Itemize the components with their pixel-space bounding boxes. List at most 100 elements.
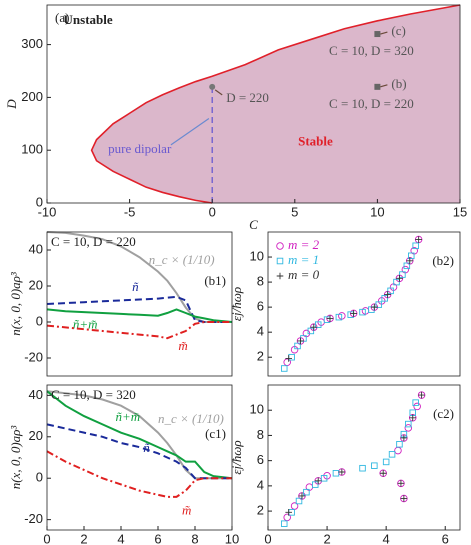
y-axis-label: n(x, 0, 0)aρ³ bbox=[8, 425, 23, 490]
x-tick-label: -5 bbox=[124, 204, 136, 219]
marker bbox=[359, 308, 366, 316]
point-arrow bbox=[380, 31, 388, 35]
x-tick-label: 2 bbox=[323, 531, 330, 545]
marker bbox=[371, 462, 378, 469]
marker bbox=[320, 475, 328, 482]
marker bbox=[359, 464, 366, 472]
marker bbox=[415, 236, 422, 243]
x-axis-label: x/aρ bbox=[127, 544, 150, 545]
marker bbox=[371, 303, 378, 311]
x-tick-label: 0 bbox=[264, 531, 271, 545]
x-tick-label: 10 bbox=[370, 204, 384, 219]
marker bbox=[350, 310, 357, 317]
x-tick-label: 2 bbox=[80, 531, 87, 545]
panel: n_c × (1/10)ññ+m̃m̃C = 10, D = 220(b1)-2… bbox=[8, 231, 233, 377]
marker bbox=[288, 353, 295, 361]
y-tick-label: 40 bbox=[29, 241, 43, 256]
series-label: ñ bbox=[143, 440, 150, 455]
marker bbox=[403, 262, 411, 270]
axes-frame bbox=[46, 231, 233, 377]
dipolar-arrow bbox=[170, 118, 210, 146]
x-axis-label: C bbox=[249, 217, 258, 232]
point-label: (b) bbox=[391, 76, 406, 91]
y-tick-label: -20 bbox=[24, 511, 43, 526]
legend-marker bbox=[276, 257, 284, 265]
series-line bbox=[46, 450, 232, 498]
marker bbox=[396, 275, 403, 282]
y-axis-label: εj/ħωρ bbox=[229, 440, 244, 474]
marker bbox=[307, 327, 315, 335]
marker bbox=[294, 342, 301, 350]
point-label: (c) bbox=[391, 23, 405, 38]
marker bbox=[310, 323, 318, 331]
phase-boundary bbox=[90, 4, 461, 204]
marker bbox=[314, 321, 322, 328]
x-tick-label: -10 bbox=[38, 204, 57, 219]
marker bbox=[381, 295, 388, 302]
marker bbox=[326, 315, 334, 322]
series-label: n_c × (1/10) bbox=[158, 411, 224, 426]
marker bbox=[409, 414, 417, 422]
x-tick-label: 4 bbox=[117, 531, 124, 545]
subtitle: C = 10, D = 320 bbox=[51, 387, 136, 402]
subtitle: C = 10, D = 220 bbox=[51, 234, 136, 249]
marker bbox=[338, 468, 346, 476]
y-tick-label: 8 bbox=[257, 427, 264, 442]
axes-frame bbox=[46, 4, 461, 204]
y-tick-label: 6 bbox=[257, 452, 264, 467]
legend-label: m = 1 bbox=[288, 252, 319, 267]
marker bbox=[335, 313, 343, 321]
marker bbox=[295, 497, 303, 505]
marker bbox=[382, 458, 390, 466]
y-tick-label: 6 bbox=[257, 299, 264, 314]
y-tick-label: 20 bbox=[29, 428, 43, 443]
series-label: m̃ bbox=[182, 502, 191, 517]
marker bbox=[399, 271, 406, 278]
series-label: m̃ bbox=[178, 338, 187, 353]
marker bbox=[375, 301, 383, 308]
marker bbox=[412, 242, 419, 250]
marker bbox=[312, 481, 319, 488]
marker bbox=[332, 470, 340, 477]
point-caption: C = 10, D = 220 bbox=[329, 96, 414, 111]
panel: m = 2m = 1m = 0 (b2) 2 4 6 8 10 εj/ħωρ bbox=[229, 231, 461, 377]
panel-label: (b1) bbox=[204, 273, 226, 288]
x-tick-label: 4 bbox=[383, 531, 390, 545]
marker bbox=[298, 492, 306, 500]
legend-marker bbox=[276, 272, 284, 280]
x-tick-label: 0 bbox=[209, 204, 216, 219]
y-axis-label: D bbox=[4, 99, 19, 110]
marker bbox=[396, 441, 403, 448]
y-tick-label: 40 bbox=[29, 387, 43, 402]
stable-region bbox=[91, 5, 460, 203]
marker bbox=[400, 434, 408, 442]
y-tick-label: 0 bbox=[36, 470, 43, 485]
y-tick-label: 4 bbox=[257, 324, 264, 339]
legend-marker bbox=[276, 242, 284, 250]
y-tick-label: 0 bbox=[36, 313, 43, 328]
point-arrow bbox=[214, 89, 223, 96]
x-tick-label: 8 bbox=[191, 531, 198, 545]
series-label: n_c × (1/10) bbox=[149, 252, 215, 267]
axes-frame bbox=[267, 231, 461, 377]
y-tick-label: -20 bbox=[24, 349, 43, 364]
x-tick-label: 6 bbox=[154, 531, 161, 545]
point-arrow bbox=[380, 84, 388, 88]
marker bbox=[388, 451, 396, 458]
series-label: ñ+m̃ bbox=[115, 409, 140, 424]
series-label: ñ bbox=[132, 279, 139, 294]
y-tick-label: 2 bbox=[257, 349, 264, 364]
series-line bbox=[46, 390, 233, 480]
marker bbox=[405, 420, 412, 428]
series-line bbox=[46, 308, 233, 323]
x-axis-label: ⟨kρ⟩aρ bbox=[347, 544, 382, 545]
marker bbox=[384, 291, 391, 298]
y-tick-label: 100 bbox=[21, 142, 43, 157]
panel-label: (b2) bbox=[432, 253, 454, 268]
y-tick-label: 10 bbox=[250, 248, 264, 263]
marker bbox=[406, 257, 414, 265]
legend-label: m = 2 bbox=[288, 237, 320, 252]
marker bbox=[394, 446, 402, 455]
marker bbox=[314, 477, 322, 485]
